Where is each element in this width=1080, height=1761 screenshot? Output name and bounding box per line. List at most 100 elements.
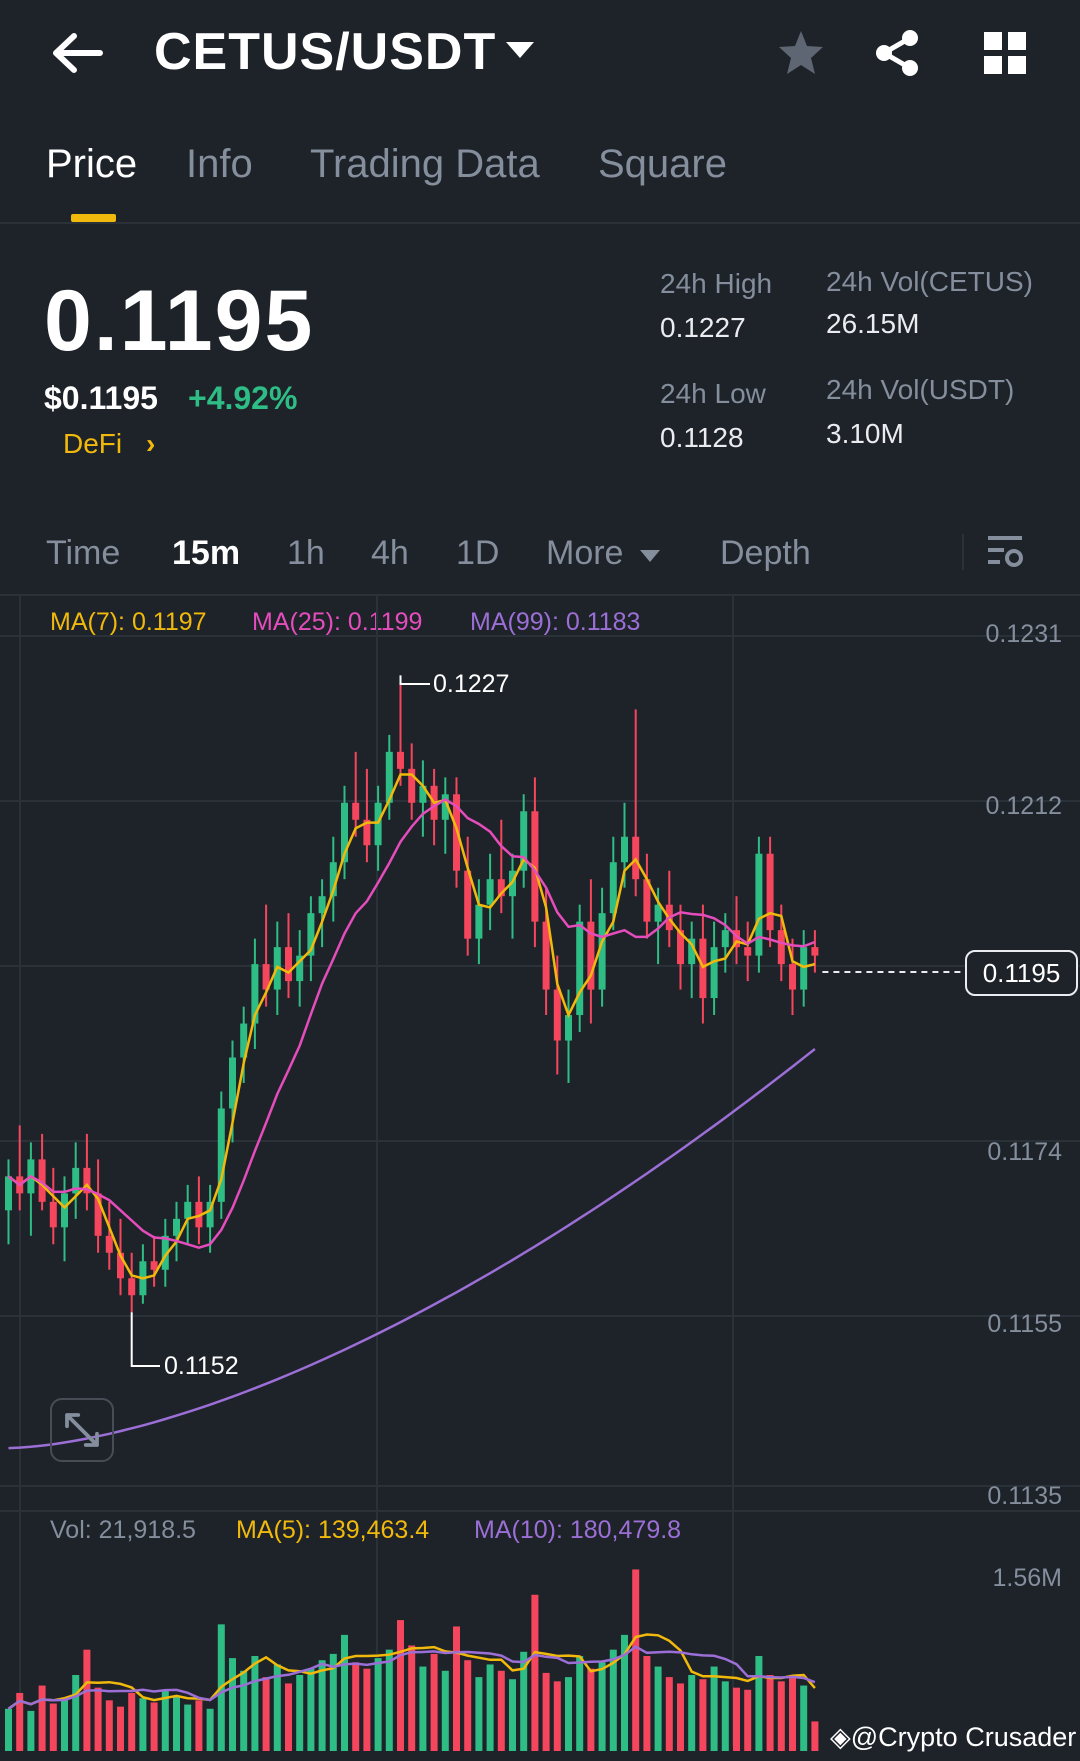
tab-trading-data[interactable]: Trading Data: [310, 142, 540, 186]
high-value: 0.1227: [660, 312, 746, 343]
pair-title[interactable]: CETUS/USDT: [154, 23, 497, 81]
volume-bar: [643, 1656, 651, 1751]
candle-body: [128, 1278, 136, 1296]
candle-body: [105, 1235, 113, 1253]
candle-body: [621, 836, 628, 863]
candle-body: [341, 802, 348, 863]
candle-body: [217, 1108, 225, 1202]
back-arrow-icon[interactable]: [48, 28, 108, 78]
candle-body: [811, 947, 819, 956]
category-tag[interactable]: DeFi: [63, 428, 123, 459]
candle-body: [699, 938, 707, 999]
tf-time[interactable]: Time: [46, 534, 121, 572]
volume-bar: [94, 1687, 102, 1751]
volume-bar: [587, 1668, 595, 1751]
volume-bar: [553, 1681, 561, 1751]
candle-body: [654, 904, 662, 922]
volume-bar: [374, 1658, 382, 1751]
volume-bar: [128, 1692, 136, 1751]
candle-body: [766, 853, 774, 931]
low-marker-label: 0.1152: [164, 1352, 239, 1380]
volume-bar: [800, 1685, 808, 1751]
volume-bar: [497, 1670, 505, 1751]
chevron-right-icon[interactable]: ›: [146, 428, 156, 459]
vol-ma5-legend: MA(5): 139,463.4: [236, 1516, 430, 1544]
volume-bar: [49, 1703, 57, 1751]
star-icon[interactable]: [776, 28, 826, 78]
volume-bar: [296, 1675, 304, 1751]
candle-body: [643, 879, 651, 922]
candle-body: [744, 947, 752, 956]
tf-1h[interactable]: 1h: [287, 534, 325, 572]
vol-ma5-line: [7, 1633, 816, 1710]
candle-body: [150, 1261, 158, 1270]
tf-1d[interactable]: 1D: [456, 534, 500, 572]
volume-bar: [397, 1620, 404, 1751]
active-tab-indicator: [71, 214, 116, 222]
candle-body: [83, 1167, 91, 1194]
candle-body: [598, 913, 606, 990]
candle-body: [609, 862, 617, 914]
volume-bar: [195, 1700, 203, 1751]
tab-square[interactable]: Square: [598, 142, 727, 186]
chart-settings-icon[interactable]: [986, 532, 1026, 572]
volume-bar: [654, 1666, 662, 1751]
share-icon[interactable]: [872, 28, 922, 78]
volume-bar: [699, 1679, 707, 1751]
volume-bar: [150, 1702, 158, 1751]
credit-watermark: ◈@Crypto Crusader: [830, 1722, 1076, 1753]
candle-body: [475, 904, 483, 939]
volume-bar: [744, 1689, 752, 1751]
tf-4h[interactable]: 4h: [371, 534, 409, 572]
fullscreen-icon[interactable]: [50, 1398, 114, 1462]
vol-quote-label: 24h Vol(USDT): [826, 374, 1015, 405]
timeframe-bar: Time 15m 1h 4h 1D More Depth: [0, 506, 1080, 596]
volume-bar: [352, 1662, 360, 1751]
volume-bar: [710, 1666, 718, 1751]
tab-info[interactable]: Info: [186, 142, 253, 186]
volume-bar: [363, 1668, 371, 1751]
volume-bar: [531, 1594, 539, 1751]
candle-body: [49, 1201, 57, 1228]
volume-bar: [453, 1626, 460, 1751]
ma25-line: [7, 797, 816, 1250]
tab-depth[interactable]: Depth: [720, 534, 811, 572]
low-label: 24h Low: [660, 378, 766, 409]
candle-body: [5, 1176, 12, 1211]
candle-body: [755, 853, 763, 956]
candlestick-chart[interactable]: [0, 596, 1080, 1761]
ma25-legend: MA(25): 0.1199: [252, 608, 423, 636]
candle-body: [352, 802, 360, 820]
last-price: 0.1195: [44, 273, 315, 369]
candle-body: [565, 1015, 572, 1041]
vol-legend: Vol: 21,918.5: [50, 1516, 196, 1544]
candle-body: [419, 785, 427, 803]
candle-body: [408, 768, 416, 803]
high-label: 24h High: [660, 268, 773, 299]
candle-body: [229, 1057, 236, 1109]
candle-body: [553, 989, 561, 1041]
candle-body: [285, 947, 292, 982]
y-tick: 0.1212: [985, 792, 1062, 820]
volume-bar: [139, 1698, 147, 1751]
tab-price[interactable]: Price: [46, 142, 138, 186]
chevron-down-icon[interactable]: [506, 42, 534, 58]
volume-bar: [609, 1649, 617, 1751]
grid-icon[interactable]: [980, 28, 1030, 78]
volume-bar: [184, 1704, 192, 1751]
ma99-legend: MA(99): 0.1183: [470, 608, 641, 636]
tf-more[interactable]: More: [546, 534, 624, 572]
candle-body: [587, 921, 595, 990]
candle-body: [61, 1193, 68, 1228]
candle-body: [262, 964, 270, 990]
tf-15m[interactable]: 15m: [172, 534, 241, 572]
header: CETUS/USDT: [0, 0, 1080, 110]
candle-body: [542, 921, 550, 990]
volume-bar: [766, 1675, 774, 1751]
volume-bar: [61, 1698, 68, 1751]
candle-body: [710, 947, 718, 999]
caret-down-icon[interactable]: [640, 550, 660, 562]
volume-bar: [665, 1677, 673, 1751]
vol-base-value: 26.15M: [826, 308, 920, 339]
volume-bar: [419, 1666, 427, 1751]
